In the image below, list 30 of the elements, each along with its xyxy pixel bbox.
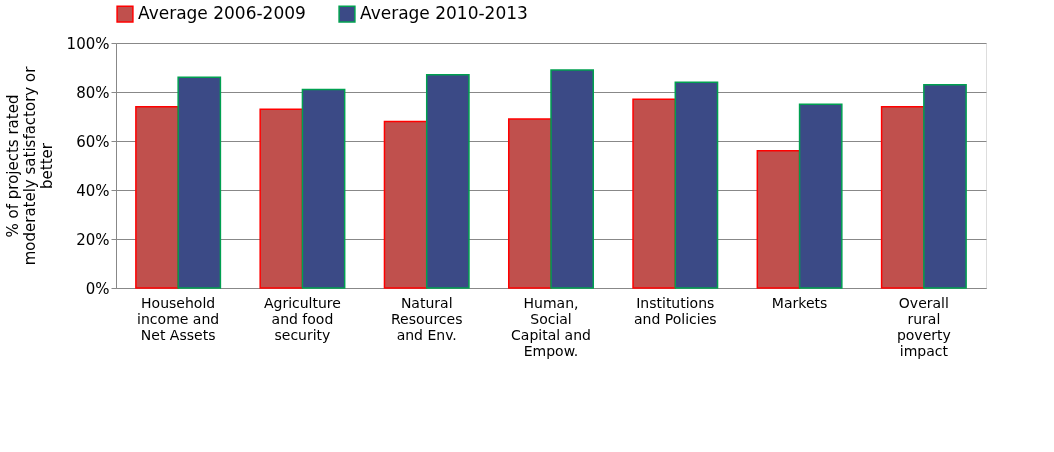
y-tick-label: 100% bbox=[66, 34, 110, 53]
legend-label: Average 2010-2013 bbox=[360, 3, 528, 24]
bar bbox=[383, 120, 428, 289]
x-tick-label: Institutions and Policies bbox=[634, 294, 717, 327]
bar bbox=[880, 105, 925, 289]
bar bbox=[177, 76, 222, 289]
legend-label: Average 2006-2009 bbox=[138, 3, 306, 24]
bar bbox=[674, 81, 719, 289]
bar bbox=[798, 103, 843, 289]
x-tick-label: Markets bbox=[771, 294, 828, 311]
y-axis-title: % of projects rated moderately satisfactory or better bbox=[3, 65, 56, 266]
y-tick-label: 20% bbox=[76, 230, 110, 249]
bar bbox=[301, 88, 346, 289]
x-tick-label: Human, Social Capital and Empow. bbox=[511, 294, 591, 359]
bar bbox=[923, 83, 967, 289]
y-tick-label: 60% bbox=[76, 132, 110, 151]
y-tick-label: 80% bbox=[76, 83, 110, 102]
bar bbox=[632, 98, 677, 289]
bar bbox=[550, 69, 595, 289]
bar bbox=[756, 150, 801, 289]
y-tick-label: 0% bbox=[85, 279, 110, 298]
x-tick-label: Overall rural poverty impact bbox=[896, 294, 951, 359]
x-tick-label: Household income and Net Assets bbox=[137, 294, 220, 343]
bar bbox=[507, 118, 552, 289]
x-tick-label: Natural Resources and Env. bbox=[390, 294, 463, 343]
bar bbox=[425, 74, 470, 289]
y-tick-label: 40% bbox=[76, 181, 110, 200]
x-tick-label: Agriculture and food security bbox=[263, 294, 341, 343]
bar bbox=[135, 105, 179, 289]
bar bbox=[259, 108, 304, 289]
